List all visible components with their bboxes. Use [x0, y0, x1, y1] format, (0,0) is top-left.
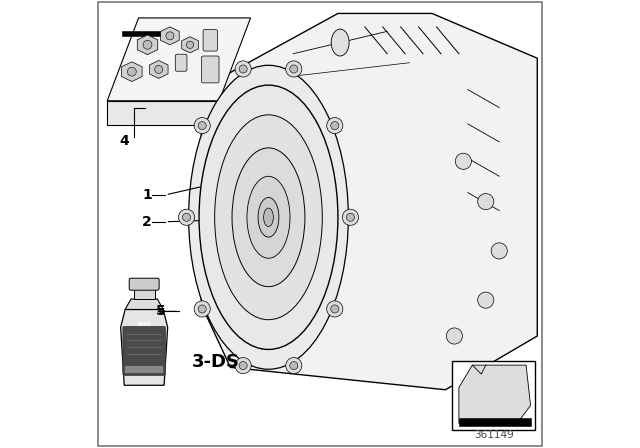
- Circle shape: [198, 121, 206, 129]
- Polygon shape: [121, 310, 168, 385]
- Circle shape: [179, 209, 195, 225]
- Bar: [452, 361, 535, 430]
- Circle shape: [198, 305, 206, 313]
- Circle shape: [290, 65, 298, 73]
- Circle shape: [285, 61, 302, 77]
- Circle shape: [235, 358, 252, 374]
- Bar: [125, 366, 163, 373]
- FancyBboxPatch shape: [175, 54, 187, 71]
- Ellipse shape: [258, 198, 279, 237]
- Text: 2: 2: [142, 215, 152, 229]
- Text: 4: 4: [119, 134, 129, 148]
- Circle shape: [491, 243, 508, 259]
- Polygon shape: [137, 35, 158, 55]
- Bar: [134, 287, 154, 299]
- Circle shape: [127, 67, 136, 76]
- Circle shape: [331, 121, 339, 129]
- Polygon shape: [161, 27, 179, 45]
- Circle shape: [194, 117, 211, 134]
- Text: 5: 5: [156, 304, 165, 319]
- Circle shape: [194, 301, 211, 317]
- Text: 361149: 361149: [474, 431, 514, 440]
- Circle shape: [186, 41, 194, 48]
- Ellipse shape: [214, 115, 323, 320]
- Text: 1: 1: [142, 188, 152, 202]
- Circle shape: [239, 362, 247, 370]
- Circle shape: [143, 40, 152, 49]
- Ellipse shape: [232, 148, 305, 287]
- Ellipse shape: [199, 85, 338, 349]
- Text: 3-DS: 3-DS: [192, 353, 240, 371]
- Polygon shape: [149, 60, 168, 78]
- Circle shape: [446, 328, 463, 344]
- Circle shape: [326, 301, 343, 317]
- Polygon shape: [122, 62, 142, 82]
- FancyBboxPatch shape: [202, 56, 219, 83]
- Circle shape: [477, 292, 494, 308]
- Circle shape: [235, 61, 252, 77]
- FancyBboxPatch shape: [203, 30, 218, 51]
- Circle shape: [239, 65, 247, 73]
- FancyBboxPatch shape: [129, 278, 159, 290]
- Circle shape: [346, 213, 355, 221]
- Circle shape: [342, 209, 358, 225]
- Polygon shape: [459, 418, 531, 426]
- FancyBboxPatch shape: [123, 327, 165, 375]
- Circle shape: [455, 153, 472, 169]
- Ellipse shape: [332, 29, 349, 56]
- Circle shape: [166, 32, 174, 40]
- Polygon shape: [182, 37, 198, 53]
- Circle shape: [290, 362, 298, 370]
- Ellipse shape: [247, 177, 290, 258]
- Polygon shape: [202, 13, 538, 390]
- Polygon shape: [108, 18, 251, 101]
- Circle shape: [182, 213, 191, 221]
- Circle shape: [331, 305, 339, 313]
- Circle shape: [477, 194, 494, 210]
- Circle shape: [326, 117, 343, 134]
- Polygon shape: [125, 299, 163, 310]
- Ellipse shape: [264, 208, 273, 227]
- Circle shape: [285, 358, 302, 374]
- Text: BMW: BMW: [137, 322, 151, 327]
- Ellipse shape: [189, 65, 348, 369]
- Polygon shape: [108, 101, 220, 125]
- Polygon shape: [459, 365, 531, 423]
- Circle shape: [155, 65, 163, 73]
